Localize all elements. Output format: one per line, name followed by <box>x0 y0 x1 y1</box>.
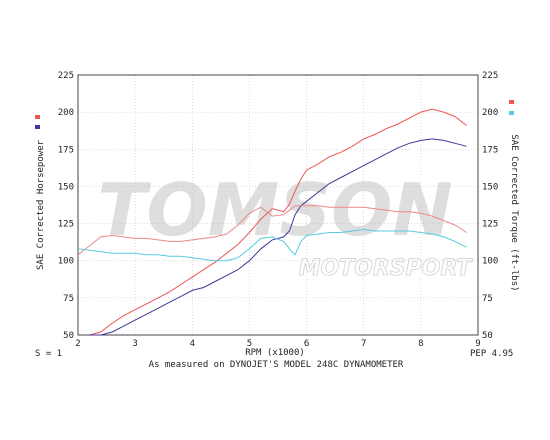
y-tick-left-2: 100 <box>58 257 74 267</box>
watermark-motorsport: MOTORSPORT <box>299 256 474 281</box>
legend-swatch-hp-red <box>35 115 40 119</box>
y-tick-right-3: 125 <box>482 220 498 230</box>
x-tick-0: 2 <box>75 339 80 349</box>
watermark: TOMSON MOTORSPORT <box>97 168 474 282</box>
legend-swatches-left <box>35 115 40 129</box>
x-tick-3: 5 <box>247 339 252 349</box>
y-tick-right-2: 100 <box>482 257 498 267</box>
legend-swatch-tq-cyan <box>509 111 514 115</box>
y-tick-left-5: 175 <box>58 145 74 155</box>
y-tick-right-4: 150 <box>482 182 498 192</box>
x-tick-labels: 2 3 4 5 6 7 8 9 <box>75 339 480 349</box>
y-tick-right-7: 225 <box>482 71 498 81</box>
y-tick-left-1: 75 <box>63 294 74 304</box>
footer-s-value: S = 1 <box>35 349 62 359</box>
series-horsepower-blue <box>89 138 467 336</box>
x-tick-5: 7 <box>361 339 366 349</box>
y-tick-left-6: 200 <box>58 108 74 118</box>
x-tick-7: 9 <box>475 339 480 349</box>
y-tick-right-1: 75 <box>482 294 493 304</box>
y-tick-right-5: 175 <box>482 145 498 155</box>
legend-swatch-hp-blue <box>35 125 40 129</box>
y-tick-right-0: 50 <box>482 331 493 341</box>
series-lines <box>77 108 467 336</box>
x-tick-2: 4 <box>190 339 195 349</box>
y-tick-left-3: 125 <box>58 220 74 230</box>
y-tick-labels-left: 50 75 100 125 150 175 200 225 <box>58 71 74 341</box>
x-tick-4: 6 <box>304 339 309 349</box>
series-horsepower-red <box>89 108 467 336</box>
series-torque-red <box>77 205 467 256</box>
y-tick-left-4: 150 <box>58 182 74 192</box>
plot-frame <box>77 74 479 336</box>
footer-version: PEP 4.95 <box>470 349 513 359</box>
y-axis-label-left: SAE Corrected Horsepower <box>36 139 46 270</box>
legend-swatches-right <box>509 100 514 115</box>
y-tick-left-7: 225 <box>58 71 74 81</box>
series-torque-cyan <box>77 228 467 262</box>
y-tick-left-0: 50 <box>63 331 74 341</box>
y-tick-labels-right: 50 75 100 125 150 175 200 225 <box>482 71 498 341</box>
x-axis-label: RPM (x1000) <box>245 348 305 358</box>
y-axis-label-right: SAE Corrected Torque (ft-lbs) <box>509 134 519 291</box>
x-tick-1: 3 <box>132 339 137 349</box>
y-tick-right-6: 200 <box>482 108 498 118</box>
x-tick-6: 8 <box>418 339 423 349</box>
legend-swatch-tq-red <box>509 100 514 104</box>
footer-dyno-note: As measured on DYNOJET'S MODEL 248C DYNA… <box>149 360 404 370</box>
